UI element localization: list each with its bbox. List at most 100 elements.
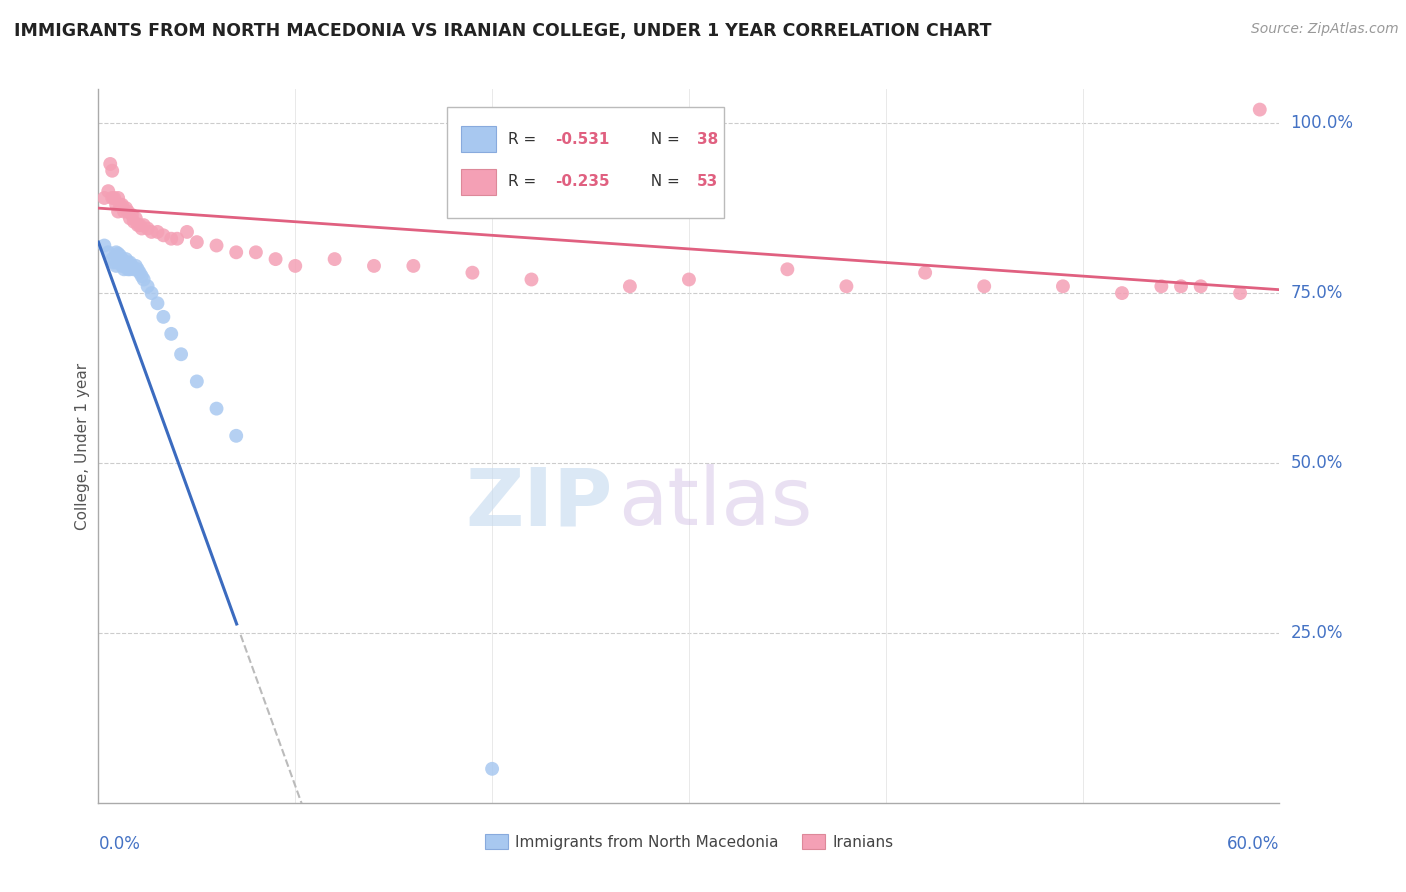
Point xyxy=(136,221,159,235)
Text: R =: R = xyxy=(508,175,541,189)
Point xyxy=(101,191,124,205)
Point xyxy=(520,272,543,286)
Legend: Immigrants from North Macedonia, Iranians: Immigrants from North Macedonia, Iranian… xyxy=(478,828,900,855)
Text: IMMIGRANTS FROM NORTH MACEDONIA VS IRANIAN COLLEGE, UNDER 1 YEAR CORRELATION CHA: IMMIGRANTS FROM NORTH MACEDONIA VS IRANI… xyxy=(14,22,991,40)
Point xyxy=(127,262,149,277)
Text: 0.0%: 0.0% xyxy=(98,835,141,853)
Point xyxy=(107,246,129,260)
Point xyxy=(97,245,120,260)
Point xyxy=(121,259,143,273)
Point xyxy=(1170,279,1192,293)
Text: -0.531: -0.531 xyxy=(555,132,610,146)
Point xyxy=(128,266,150,280)
Point xyxy=(225,245,247,260)
Point xyxy=(264,252,287,266)
Point xyxy=(108,198,131,212)
Text: 60.0%: 60.0% xyxy=(1227,835,1279,853)
Point xyxy=(128,218,150,232)
Point xyxy=(1052,279,1074,293)
Point xyxy=(111,259,134,273)
Point xyxy=(103,191,125,205)
Point xyxy=(118,255,141,269)
Point xyxy=(127,218,149,232)
Point xyxy=(117,262,139,277)
Point xyxy=(107,204,129,219)
Point xyxy=(205,238,228,252)
Point xyxy=(107,255,129,269)
Point xyxy=(170,347,193,361)
Y-axis label: College, Under 1 year: College, Under 1 year xyxy=(75,362,90,530)
Point xyxy=(98,157,121,171)
Point xyxy=(111,252,134,266)
Point xyxy=(112,204,135,219)
Text: 38: 38 xyxy=(697,132,718,146)
Point xyxy=(141,225,163,239)
Point xyxy=(284,259,307,273)
Point xyxy=(186,375,208,389)
Point xyxy=(363,259,385,273)
Point xyxy=(93,238,115,252)
FancyBboxPatch shape xyxy=(461,127,496,152)
Point xyxy=(112,255,135,269)
Point xyxy=(115,201,138,215)
Point xyxy=(146,296,169,310)
Point xyxy=(125,211,148,226)
Point xyxy=(115,259,138,273)
Text: 100.0%: 100.0% xyxy=(1291,114,1354,132)
Point xyxy=(111,198,134,212)
Text: atlas: atlas xyxy=(619,464,813,542)
Point xyxy=(402,259,425,273)
Text: 75.0%: 75.0% xyxy=(1291,284,1343,302)
Point xyxy=(93,191,115,205)
Point xyxy=(176,225,198,239)
Point xyxy=(131,269,153,284)
Point xyxy=(1189,279,1212,293)
Point xyxy=(132,218,155,232)
Point xyxy=(245,245,267,260)
Point xyxy=(105,198,128,212)
Point xyxy=(1249,103,1271,117)
Point xyxy=(776,262,799,277)
Point xyxy=(101,163,124,178)
Text: Source: ZipAtlas.com: Source: ZipAtlas.com xyxy=(1251,22,1399,37)
Point xyxy=(108,255,131,269)
Point xyxy=(118,211,141,226)
Point xyxy=(117,204,139,219)
Point xyxy=(186,235,208,249)
Point xyxy=(117,255,139,269)
Point xyxy=(481,762,503,776)
Point xyxy=(461,266,484,280)
Point xyxy=(132,272,155,286)
Text: 25.0%: 25.0% xyxy=(1291,624,1343,642)
Point xyxy=(152,310,174,324)
Text: N =: N = xyxy=(641,175,685,189)
Text: N =: N = xyxy=(641,132,685,146)
Point xyxy=(107,191,129,205)
Text: -0.235: -0.235 xyxy=(555,175,610,189)
Point xyxy=(152,228,174,243)
Point xyxy=(118,262,141,277)
Point xyxy=(131,221,153,235)
Point xyxy=(121,208,143,222)
Point xyxy=(146,225,169,239)
Point xyxy=(112,262,135,277)
Point xyxy=(141,286,163,301)
FancyBboxPatch shape xyxy=(447,107,724,218)
Point xyxy=(160,326,183,341)
Point xyxy=(105,259,128,273)
Point xyxy=(225,429,247,443)
Point xyxy=(122,215,145,229)
Text: 50.0%: 50.0% xyxy=(1291,454,1343,472)
Point xyxy=(914,266,936,280)
Point xyxy=(101,252,124,266)
Point xyxy=(973,279,995,293)
Point xyxy=(103,255,125,269)
Point xyxy=(835,279,858,293)
Point xyxy=(115,252,138,266)
Point xyxy=(1111,286,1133,301)
Text: ZIP: ZIP xyxy=(465,464,612,542)
Point xyxy=(108,249,131,263)
Point xyxy=(122,262,145,277)
Point xyxy=(1229,286,1251,301)
Text: R =: R = xyxy=(508,132,541,146)
